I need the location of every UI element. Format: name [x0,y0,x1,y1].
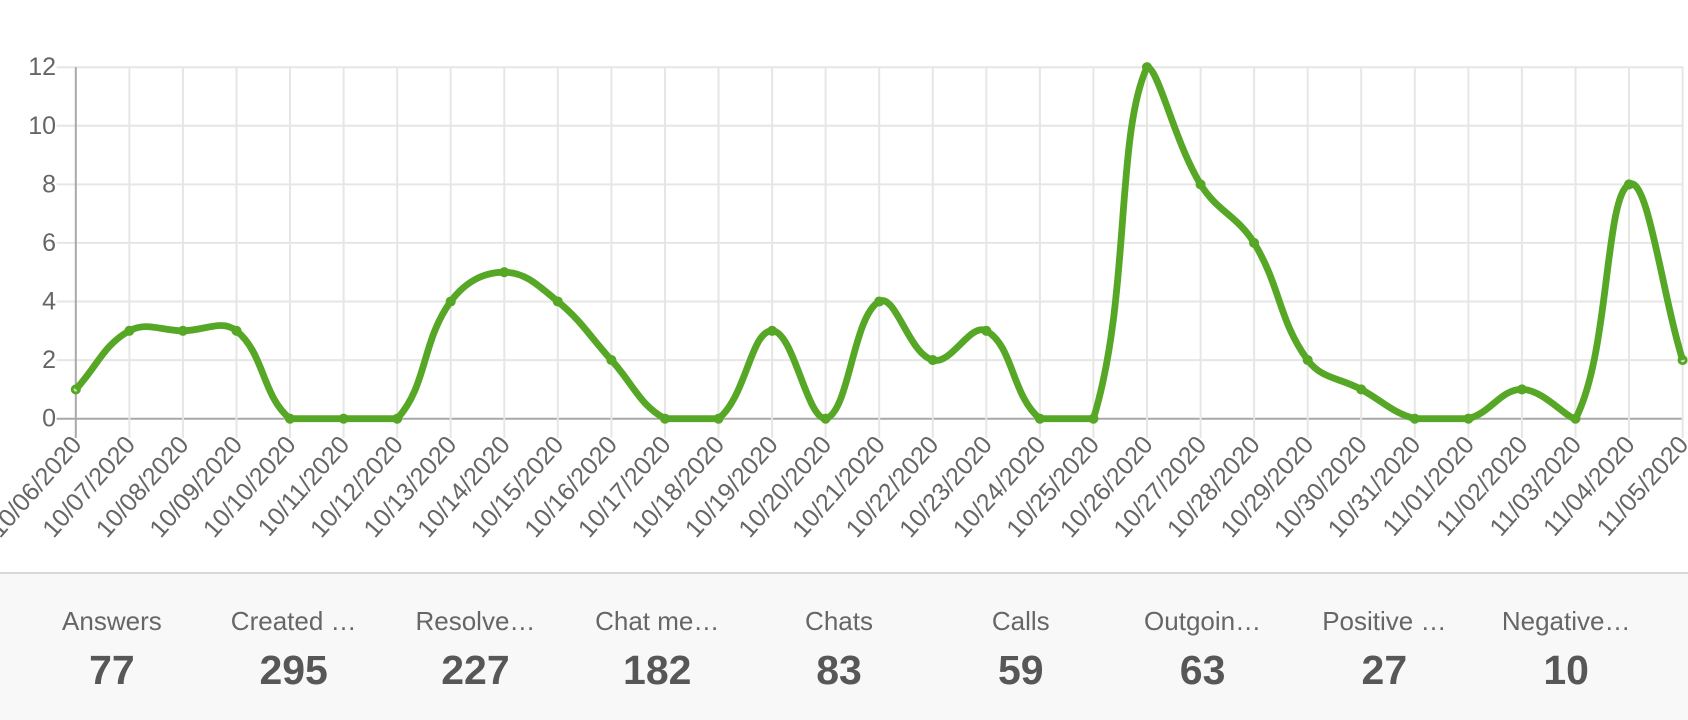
svg-text:8: 8 [42,170,56,198]
svg-text:4: 4 [42,288,56,316]
svg-text:2: 2 [42,346,56,374]
svg-text:10: 10 [28,112,56,140]
svg-text:6: 6 [42,229,56,257]
svg-text:0: 0 [42,405,56,433]
svg-text:12: 12 [28,53,56,81]
